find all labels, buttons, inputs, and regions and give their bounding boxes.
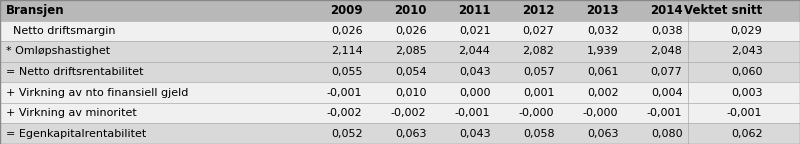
Text: -0,001: -0,001 [455,108,490,118]
Text: -0,002: -0,002 [390,108,426,118]
Text: -0,001: -0,001 [727,108,762,118]
Text: 0,080: 0,080 [650,129,682,139]
Text: 2,114: 2,114 [330,46,362,56]
Text: -0,000: -0,000 [519,108,554,118]
Text: 0,001: 0,001 [523,88,554,98]
Text: 0,029: 0,029 [730,26,762,36]
Text: 0,060: 0,060 [731,67,762,77]
Text: 2014: 2014 [650,4,682,17]
Text: 0,027: 0,027 [522,26,554,36]
Text: 2012: 2012 [522,4,554,17]
Text: -0,002: -0,002 [326,108,362,118]
Text: 2,085: 2,085 [394,46,426,56]
Text: 0,063: 0,063 [587,129,618,139]
Text: 0,038: 0,038 [650,26,682,36]
Text: 0,002: 0,002 [586,88,618,98]
Text: = Netto driftsrentabilitet: = Netto driftsrentabilitet [6,67,143,77]
Text: Netto driftsmargin: Netto driftsmargin [6,26,115,36]
Text: -0,000: -0,000 [583,108,618,118]
Text: 2013: 2013 [586,4,618,17]
Text: + Virkning av minoritet: + Virkning av minoritet [6,108,136,118]
Text: + Virkning av nto finansiell gjeld: + Virkning av nto finansiell gjeld [6,88,188,98]
Text: 2,048: 2,048 [650,46,682,56]
Bar [0,123,800,144]
Text: 0,021: 0,021 [458,26,490,36]
Text: 0,043: 0,043 [458,67,490,77]
Text: 2009: 2009 [330,4,362,17]
Text: 0,010: 0,010 [395,88,426,98]
Text: 0,062: 0,062 [730,129,762,139]
Text: 2,044: 2,044 [458,46,490,56]
Text: 0,061: 0,061 [587,67,618,77]
Text: 0,052: 0,052 [330,129,362,139]
Text: Bransjen: Bransjen [6,4,64,17]
Bar [0,41,800,62]
Text: -0,001: -0,001 [327,88,362,98]
Text: 1,939: 1,939 [586,46,618,56]
Text: 0,026: 0,026 [330,26,362,36]
Bar [0,62,800,82]
Text: 0,063: 0,063 [395,129,426,139]
Text: 0,077: 0,077 [650,67,682,77]
Text: 0,055: 0,055 [331,67,362,77]
Text: Vektet snitt: Vektet snitt [684,4,762,17]
Text: 0,054: 0,054 [394,67,426,77]
Text: = Egenkapitalrentabilitet: = Egenkapitalrentabilitet [6,129,146,139]
Text: 0,026: 0,026 [394,26,426,36]
Text: -0,001: -0,001 [647,108,682,118]
Text: 2,043: 2,043 [730,46,762,56]
Text: 2010: 2010 [394,4,426,17]
Text: 0,003: 0,003 [731,88,762,98]
Text: 0,004: 0,004 [650,88,682,98]
Text: 2011: 2011 [458,4,490,17]
Text: 0,000: 0,000 [459,88,490,98]
Text: 0,058: 0,058 [522,129,554,139]
Text: 0,032: 0,032 [586,26,618,36]
Bar [0,103,800,123]
Text: 0,043: 0,043 [458,129,490,139]
Text: * Omløpshastighet: * Omløpshastighet [6,46,110,56]
Text: 2,082: 2,082 [522,46,554,56]
Text: 0,057: 0,057 [522,67,554,77]
Bar [0,0,800,21]
Bar [0,82,800,103]
Bar [0,21,800,41]
